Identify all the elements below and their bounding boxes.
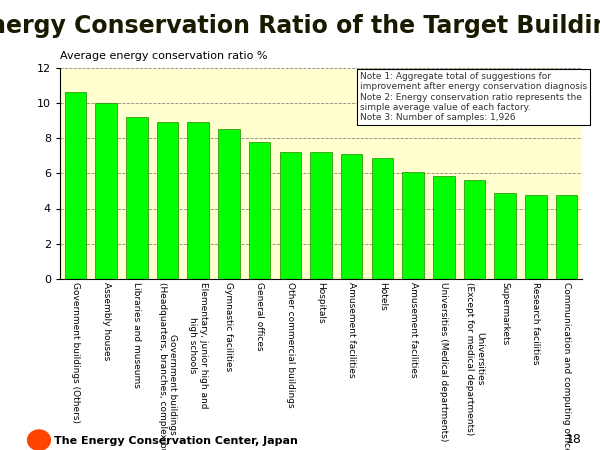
Bar [341,154,362,279]
Bar [310,152,332,279]
Bar [65,92,86,279]
Bar [218,129,239,279]
Bar [280,152,301,279]
Bar [556,195,577,279]
Text: 18: 18 [566,433,582,446]
Bar [525,195,547,279]
Bar [494,193,516,279]
Bar [95,103,117,279]
Bar [403,172,424,279]
Text: Note 1: Aggregate total of suggestions for
improvement after energy conservation: Note 1: Aggregate total of suggestions f… [360,72,587,122]
Bar [249,141,271,279]
Bar [433,176,455,279]
Text: Average energy conservation ratio %: Average energy conservation ratio % [60,51,268,61]
Bar [464,180,485,279]
Bar [371,158,393,279]
Text: Energy Conservation Ratio of the Target Building: Energy Conservation Ratio of the Target … [0,14,600,37]
Bar [157,122,178,279]
Bar [126,117,148,279]
Text: The Energy Conservation Center, Japan: The Energy Conservation Center, Japan [54,436,298,446]
Bar [187,122,209,279]
